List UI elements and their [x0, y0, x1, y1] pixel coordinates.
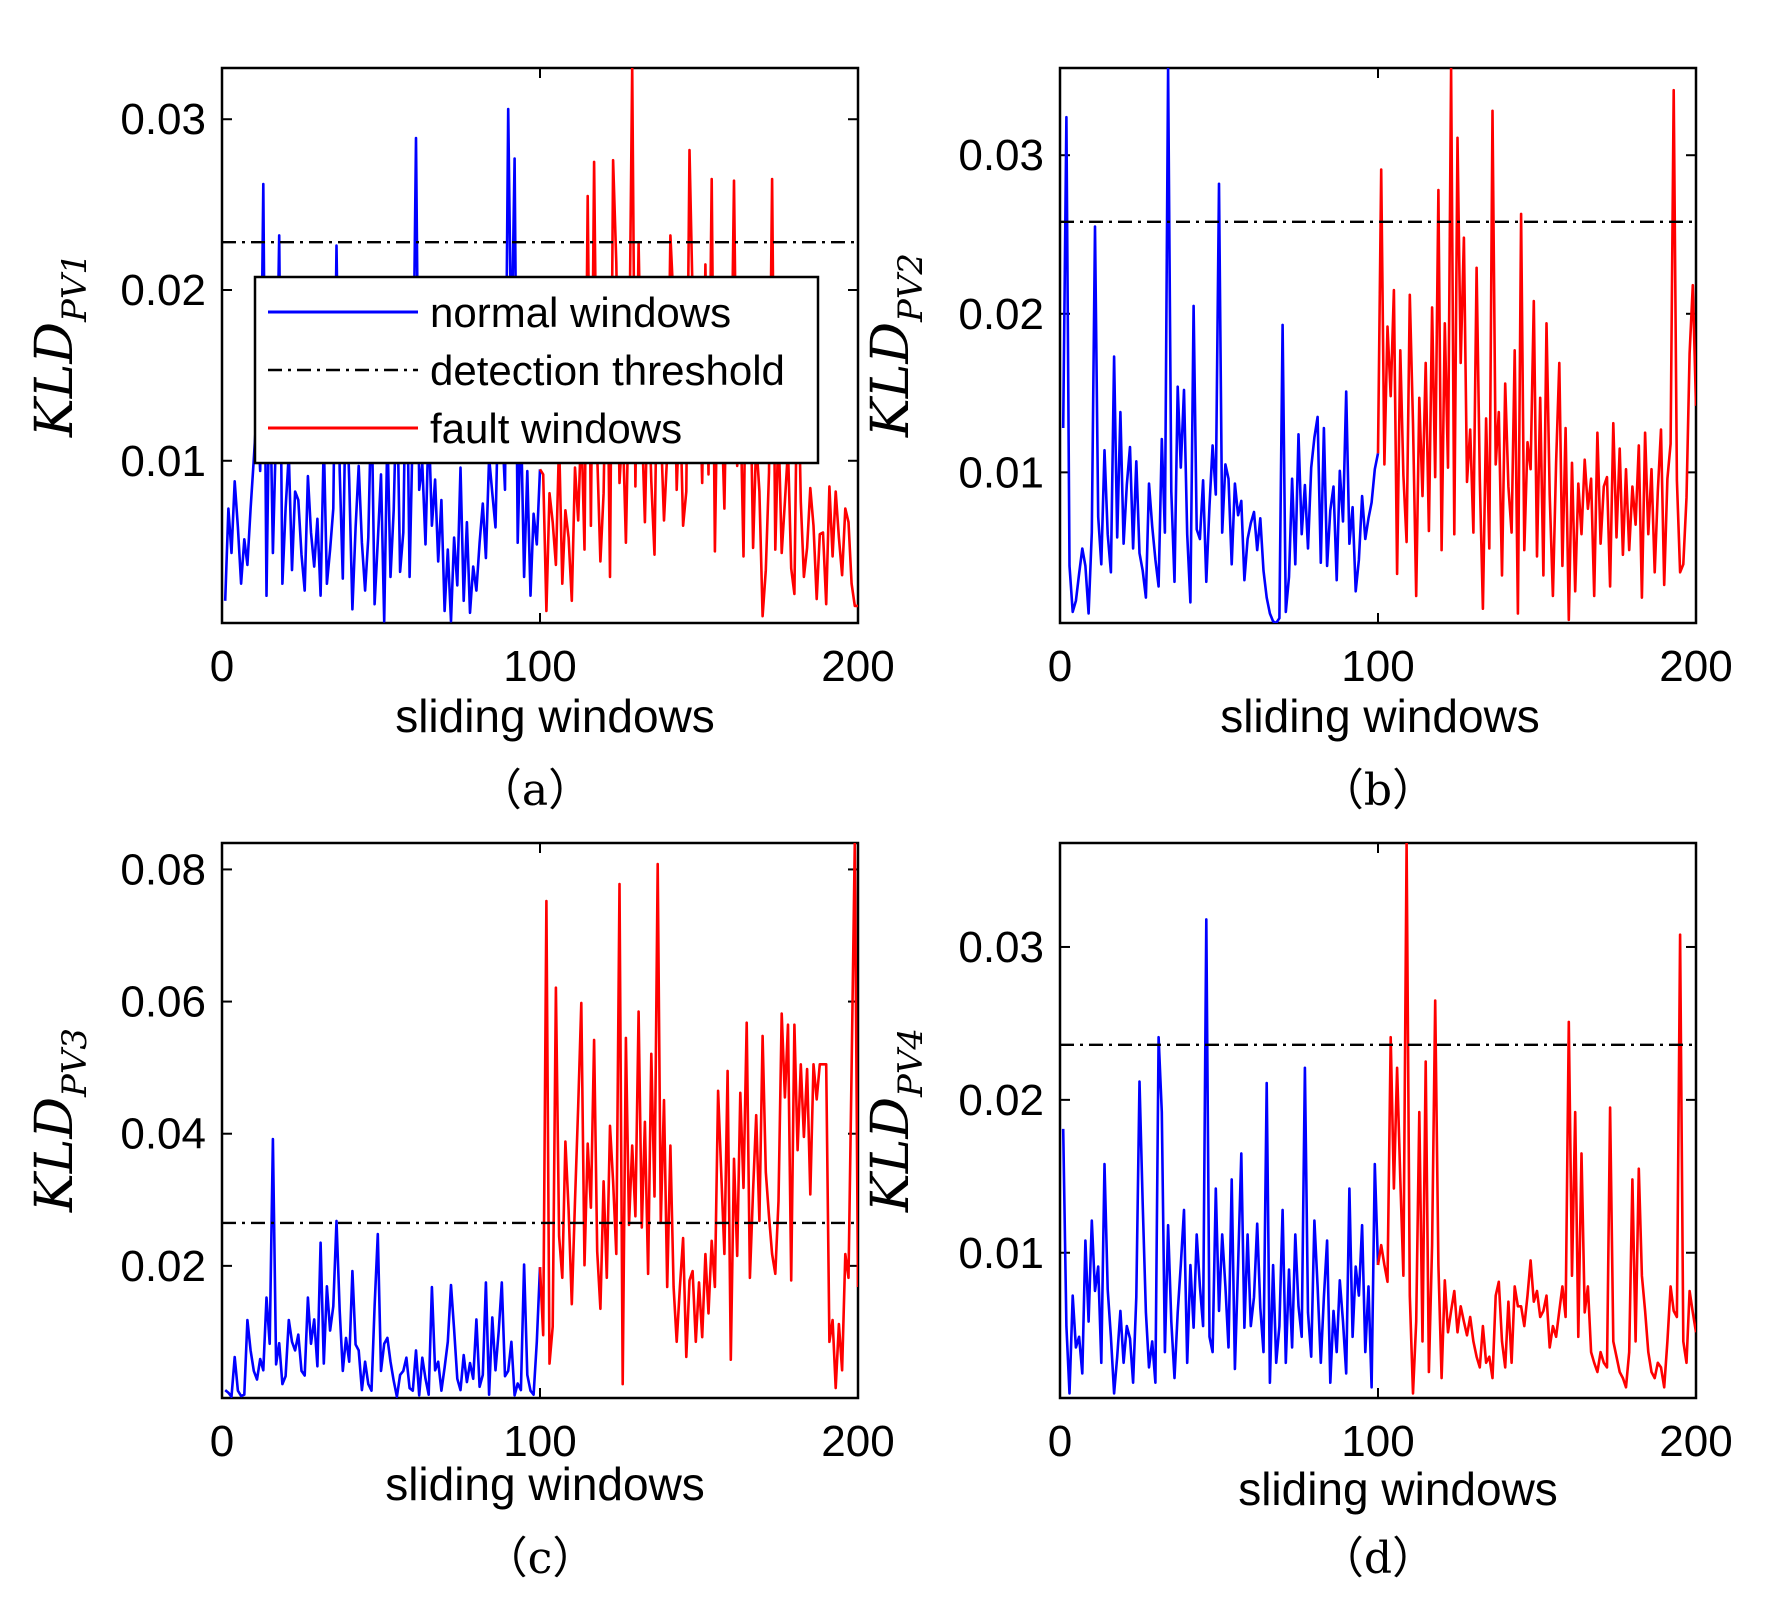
caption-a: （a）: [478, 765, 592, 816]
caption-b: （b）: [1320, 765, 1436, 816]
y-axis-label-main-c: KLD: [25, 1097, 85, 1213]
x-tick-label-c: 100: [503, 1417, 576, 1466]
series-c: [222, 843, 858, 1398]
x-axis-label-c: sliding windows: [385, 1458, 705, 1510]
y-tick-label-a: 0.01: [120, 437, 206, 486]
x-tick-label-d: 100: [1341, 1417, 1414, 1466]
panel-d: 0 100 200 0.01 0.02 0.03 sliding windows KLDP…: [861, 841, 1733, 1584]
x-tick-label-c: 200: [821, 1417, 894, 1466]
y-axis-label-sub-a: PV1: [55, 253, 95, 323]
y-tick-label-d: 0.03: [958, 923, 1044, 972]
series-clip-b: [1060, 68, 1696, 623]
plot-frame-c: [220, 841, 860, 1400]
x-tick-label-a: 0: [210, 642, 234, 691]
x-axis-label-a: sliding windows: [395, 690, 715, 742]
x-axis-label-d: sliding windows: [1238, 1463, 1558, 1515]
legend-label-normal: normal windows: [430, 289, 731, 336]
legend-label-threshold: detection threshold: [430, 347, 785, 394]
series-clip-d: [1060, 843, 1696, 1395]
normal-windows-line-b: [1061, 68, 1380, 623]
caption-c: （c）: [484, 1533, 597, 1584]
normal-windows-line-d: [1061, 918, 1380, 1395]
y-tick-label-c: 0.02: [120, 1242, 206, 1291]
legend-label-fault: fault windows: [430, 405, 682, 452]
y-axis-label-d: KLDPV4: [861, 1028, 931, 1213]
y-tick-label-a: 0.03: [120, 95, 206, 144]
y-axis-label-main-b: KLD: [861, 322, 921, 438]
y-tick-label-b: 0.01: [958, 448, 1044, 497]
y-axis-label-sub-b: PV2: [891, 253, 931, 323]
y-axis-label-a: KLDPV1: [25, 253, 95, 438]
y-tick-label-c: 0.06: [120, 978, 206, 1027]
y-tick-label-d: 0.01: [958, 1229, 1044, 1278]
x-tick-label-b: 0: [1048, 642, 1072, 691]
fault-windows-line-c: [538, 843, 858, 1390]
x-tick-label-a: 100: [503, 642, 576, 691]
fault-windows-line-d: [1376, 843, 1696, 1395]
series-clip-c: [222, 843, 858, 1398]
ticks-d: 0 100 200 0.01 0.02 0.03: [958, 843, 1733, 1466]
y-axis-label-main-d: KLD: [861, 1097, 921, 1213]
normal-windows-line-c: [224, 1137, 542, 1398]
y-axis-label-main-a: KLD: [25, 322, 85, 438]
y-axis-label-b: KLDPV2: [861, 253, 931, 438]
legend: normal windows detection threshold fault…: [253, 275, 820, 465]
panel-b: 0 100 200 0.01 0.02 0.03 sliding windows KLDP…: [861, 66, 1733, 816]
y-tick-label-d: 0.02: [958, 1076, 1044, 1125]
y-tick-label-b: 0.03: [958, 131, 1044, 180]
y-tick-label-b: 0.02: [958, 290, 1044, 339]
ticks-b: 0 100 200 0.01 0.02 0.03: [958, 68, 1733, 691]
y-axis-label-c: KLDPV3: [25, 1028, 95, 1213]
y-axis-label-sub-c: PV3: [55, 1028, 95, 1098]
x-tick-label-b: 200: [1659, 642, 1732, 691]
y-tick-label-a: 0.02: [120, 266, 206, 315]
fault-windows-line-b: [1376, 68, 1696, 622]
x-axis-label-b: sliding windows: [1220, 690, 1540, 742]
x-tick-label-d: 200: [1659, 1417, 1732, 1466]
caption-d: （d）: [1320, 1533, 1436, 1584]
panel-a: 0 100 200 0.01 0.02 0.03 sliding windows KLDP…: [25, 66, 895, 816]
y-tick-label-c: 0.08: [120, 845, 206, 894]
x-tick-label-d: 0: [1048, 1417, 1072, 1466]
x-tick-label-b: 100: [1341, 642, 1414, 691]
y-axis-label-sub-d: PV4: [891, 1028, 931, 1098]
series-b: [1060, 68, 1696, 623]
x-tick-label-c: 0: [210, 1417, 234, 1466]
ticks-a: 0 100 200 0.01 0.02 0.03: [120, 68, 895, 691]
series-d: [1060, 843, 1696, 1395]
ticks-c: 0 100 200 0.02 0.04 0.06 0.08: [120, 843, 895, 1466]
x-tick-label-a: 200: [821, 642, 894, 691]
y-tick-label-c: 0.04: [120, 1110, 206, 1159]
